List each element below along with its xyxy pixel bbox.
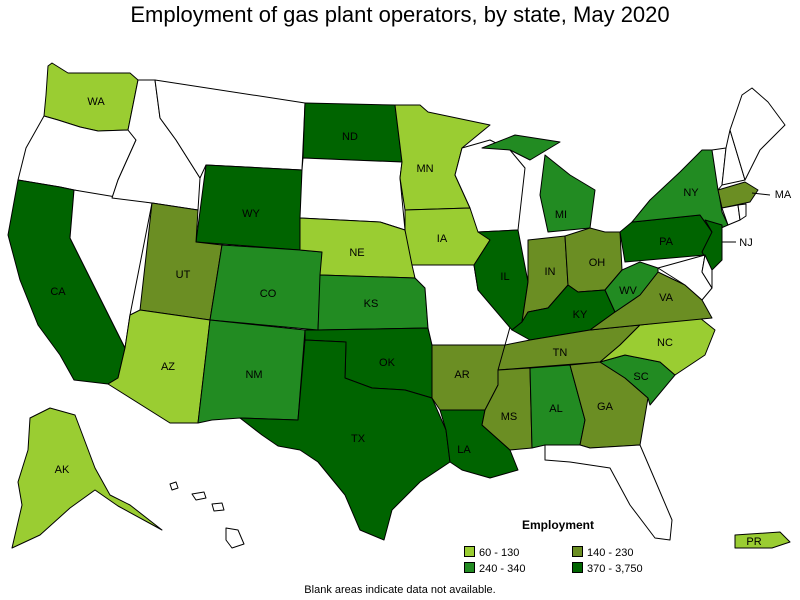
label-OK: OK <box>379 357 396 369</box>
state-DE[interactable] <box>701 254 713 289</box>
label-NM: NM <box>245 369 262 381</box>
label-IN: IN <box>545 266 556 278</box>
label-VA: VA <box>659 292 674 304</box>
legend-item-240-340: 240 - 340 <box>464 562 525 575</box>
legend-label: 370 - 3,750 <box>587 563 643 575</box>
label-SC: SC <box>633 371 648 383</box>
label-NC: NC <box>657 337 673 349</box>
legend-item-140-230: 140 - 230 <box>572 546 633 559</box>
legend-swatch <box>464 562 475 573</box>
state-PR[interactable] <box>734 531 791 549</box>
label-OH: OH <box>589 257 606 269</box>
state-TX[interactable] <box>239 339 451 541</box>
legend-swatch <box>572 546 583 557</box>
state-FL[interactable] <box>544 444 673 541</box>
label-CO: CO <box>260 288 277 300</box>
state-HI[interactable] <box>169 481 245 549</box>
label-ND: ND <box>342 131 358 143</box>
label-MS: MS <box>501 411 518 423</box>
label-AR: AR <box>454 369 469 381</box>
label-KY: KY <box>573 309 588 321</box>
label-MI: MI <box>555 209 567 221</box>
state-labels: WA CA WY UT AZ CO NM ND NE KS OK TX MN I… <box>50 96 792 548</box>
state-AK[interactable] <box>11 407 163 549</box>
label-CA: CA <box>50 286 66 298</box>
legend-label: 240 - 340 <box>479 563 526 575</box>
state-WV[interactable] <box>604 261 659 313</box>
label-WY: WY <box>242 208 260 220</box>
label-WA: WA <box>87 96 105 108</box>
label-TN: TN <box>553 347 568 359</box>
label-UT: UT <box>176 269 191 281</box>
label-PR: PR <box>746 536 761 548</box>
state-MA[interactable] <box>717 181 759 209</box>
label-AK: AK <box>55 464 70 476</box>
state-NC[interactable] <box>599 317 716 376</box>
label-NE: NE <box>349 247 364 259</box>
legend-label: 60 - 130 <box>479 547 520 559</box>
label-IA: IA <box>437 233 448 245</box>
label-GA: GA <box>597 401 614 413</box>
label-AZ: AZ <box>161 361 175 373</box>
state-RI[interactable] <box>737 203 747 221</box>
label-WV: WV <box>619 285 637 297</box>
label-MN: MN <box>416 163 433 175</box>
state-ME[interactable] <box>729 87 786 181</box>
legend-title: Employment <box>522 518 595 532</box>
legend-label: 140 - 230 <box>587 547 634 559</box>
label-IL: IL <box>500 271 509 283</box>
page-title: Employment of gas plant operators, by st… <box>130 2 670 27</box>
legend-swatch <box>572 562 583 573</box>
label-AL: AL <box>549 403 562 415</box>
label-LA: LA <box>457 444 471 456</box>
footnote: Blank areas indicate data not available. <box>304 584 496 596</box>
label-NJ: NJ <box>739 237 752 249</box>
label-NY: NY <box>683 187 699 199</box>
label-KS: KS <box>364 298 379 310</box>
label-MA: MA <box>775 189 792 201</box>
label-PA: PA <box>659 236 674 248</box>
legend-item-60-130: 60 - 130 <box>464 546 519 559</box>
leader-MA <box>751 192 771 196</box>
legend-item-370-3750: 370 - 3,750 <box>572 562 643 575</box>
label-TX: TX <box>351 433 366 445</box>
legend-swatch <box>464 546 475 557</box>
